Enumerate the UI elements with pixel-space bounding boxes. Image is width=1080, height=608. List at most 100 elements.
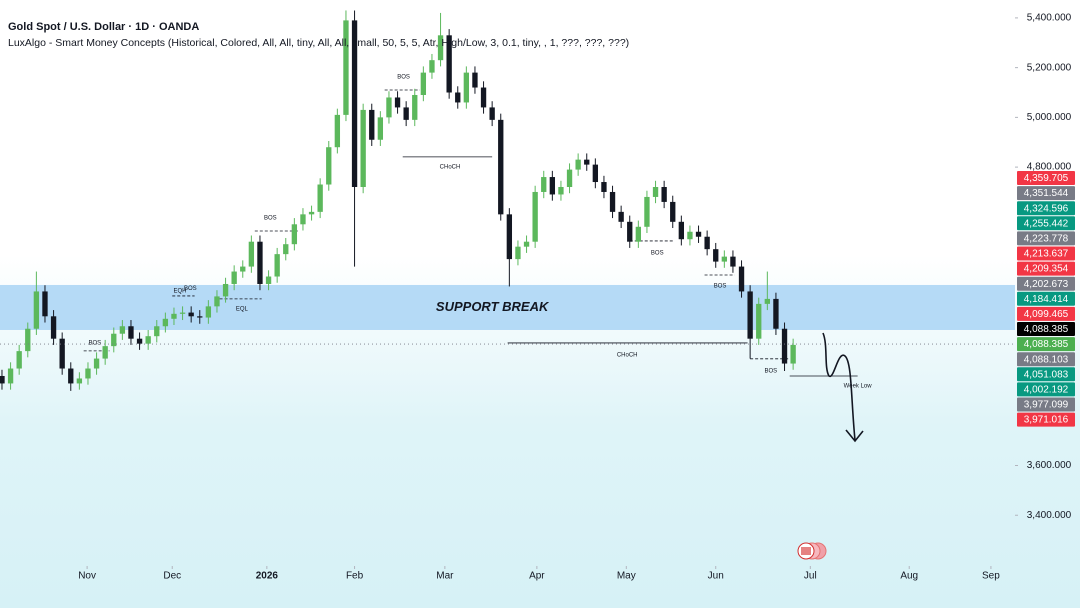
candle-body xyxy=(713,249,719,262)
price-tag xyxy=(1017,276,1075,291)
candle-body xyxy=(584,159,590,165)
price-tag-label: 4,088.103 xyxy=(1024,354,1069,365)
projection-arrow xyxy=(822,332,856,441)
candle-body xyxy=(59,338,65,369)
candle-body xyxy=(128,326,134,339)
candle-body xyxy=(403,107,409,120)
price-tag xyxy=(1017,216,1075,231)
price-tag xyxy=(1017,337,1075,352)
candle-body xyxy=(179,312,186,314)
candle-body xyxy=(420,72,427,95)
candle-body xyxy=(506,214,513,260)
chart-title: Gold Spot / U.S. Dollar · 1D · OANDA xyxy=(8,21,199,33)
candle-body xyxy=(188,312,194,317)
price-tag xyxy=(1017,261,1075,276)
candle-body xyxy=(627,221,633,242)
candle-body xyxy=(541,177,547,192)
annotation: BOS xyxy=(714,284,727,290)
candle-body xyxy=(601,182,607,192)
x-tick-label: 2026 xyxy=(256,571,279,582)
y-tick-label: 5,000.000 xyxy=(1027,112,1072,123)
candle-body xyxy=(549,177,556,195)
price-tag xyxy=(1017,306,1075,321)
flag-icon xyxy=(797,542,827,560)
price-tag-label: 4,213.637 xyxy=(1024,249,1069,260)
candle-body xyxy=(558,186,564,195)
candle-body xyxy=(498,119,504,215)
candle-body xyxy=(764,298,770,304)
annotation: EQL xyxy=(236,306,249,312)
candle-body xyxy=(781,328,788,364)
candle-body xyxy=(721,256,728,262)
y-tick-label: 5,400.000 xyxy=(1027,13,1072,24)
candle-body xyxy=(145,336,151,344)
candle-body xyxy=(609,191,616,212)
x-tick-label: May xyxy=(617,571,636,582)
candle-body xyxy=(300,214,306,225)
candle-body xyxy=(523,241,530,247)
candle-body xyxy=(68,368,74,384)
candle-body xyxy=(704,236,710,250)
annotation: BOS xyxy=(89,340,102,346)
x-tick-label: Jun xyxy=(708,571,724,582)
candle-body xyxy=(463,72,470,103)
candle-body xyxy=(154,326,160,337)
candle-body xyxy=(33,291,40,329)
price-tag xyxy=(1017,186,1075,201)
y-tick-label: 3,600.000 xyxy=(1027,460,1072,471)
candle-body xyxy=(274,254,280,277)
candle-body xyxy=(85,368,91,379)
annotation: BOS xyxy=(651,250,664,256)
price-tag xyxy=(1017,322,1075,336)
candle-body xyxy=(7,368,14,384)
candle-body xyxy=(635,226,642,242)
candle-body xyxy=(472,72,478,88)
price-tag xyxy=(1017,171,1075,185)
candle-body xyxy=(644,196,650,227)
price-tag xyxy=(1017,367,1075,382)
candle-body xyxy=(738,266,745,292)
x-tick-label: Nov xyxy=(78,571,96,582)
candle-body xyxy=(283,244,289,255)
price-tag-label: 4,255.442 xyxy=(1024,218,1069,229)
candle-body xyxy=(317,184,323,212)
price-tag-label: 3,977.099 xyxy=(1024,400,1069,411)
candle-body xyxy=(670,201,676,222)
candle-body xyxy=(102,346,108,359)
candle-body xyxy=(257,241,263,284)
price-tag-label: 4,223.778 xyxy=(1024,234,1069,245)
price-tag-label: 4,324.596 xyxy=(1024,203,1069,214)
candle-body xyxy=(351,20,358,187)
candle-body xyxy=(369,109,375,140)
annotation: CHoCH xyxy=(617,352,638,358)
price-tag-label: 4,088.385 xyxy=(1024,324,1069,335)
price-tag xyxy=(1017,201,1075,216)
annotation: BOS xyxy=(264,215,277,221)
candle-body xyxy=(618,211,624,222)
candle-body xyxy=(50,316,57,339)
candle-body xyxy=(437,35,444,61)
price-tag-label: 4,099.465 xyxy=(1024,309,1069,320)
price-tag-label: 4,359.705 xyxy=(1024,173,1069,184)
price-tag xyxy=(1017,412,1075,427)
price-tag-label: 4,202.673 xyxy=(1024,279,1069,290)
candle-body xyxy=(197,316,203,318)
candle-body xyxy=(231,271,237,284)
annotation: EQH xyxy=(173,289,186,295)
price-tag xyxy=(1017,291,1075,306)
candle-body xyxy=(334,114,341,148)
price-tag xyxy=(1017,352,1075,367)
candle-body xyxy=(592,164,599,183)
candle-body xyxy=(214,296,220,307)
candle-body xyxy=(360,109,366,187)
price-tag-label: 4,351.544 xyxy=(1024,188,1069,199)
candle-body xyxy=(16,351,22,369)
x-tick-label: Mar xyxy=(436,571,454,582)
price-tag-label: 4,051.083 xyxy=(1024,369,1069,380)
candle-body xyxy=(489,107,495,120)
annotation: BOS xyxy=(764,369,777,375)
candle-body xyxy=(0,375,5,384)
candle-body xyxy=(162,318,169,327)
candle-body xyxy=(76,378,83,384)
